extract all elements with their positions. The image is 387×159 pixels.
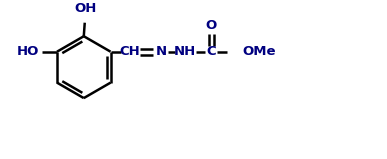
Text: O: O: [205, 19, 217, 32]
Text: OH: OH: [75, 2, 97, 15]
Text: CH: CH: [120, 45, 140, 58]
Text: N: N: [155, 45, 166, 58]
Text: HO: HO: [17, 45, 39, 58]
Text: OMe: OMe: [242, 45, 276, 58]
Text: NH: NH: [174, 45, 196, 58]
Text: C: C: [206, 45, 216, 58]
